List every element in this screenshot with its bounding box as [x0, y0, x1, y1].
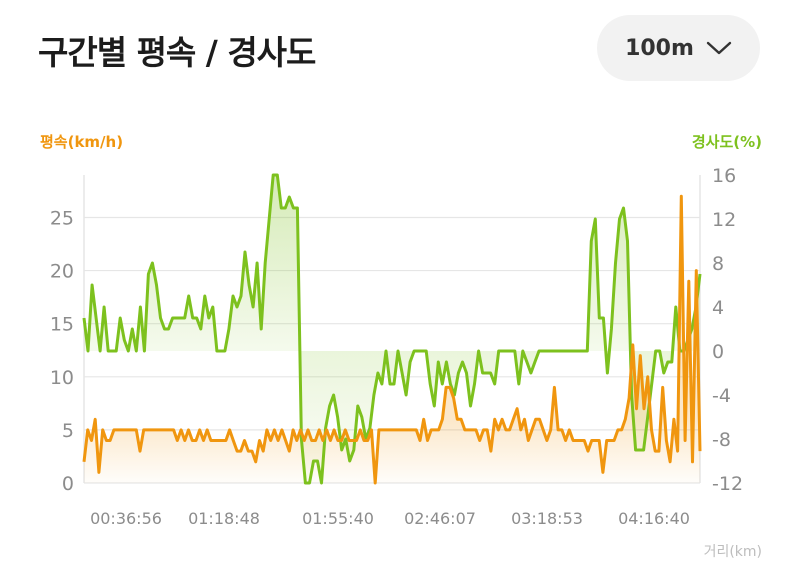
- y-right-tick-label: 8: [712, 253, 724, 275]
- y-left-tick-label: 0: [62, 473, 74, 495]
- y-right-tick-label: 16: [712, 165, 736, 187]
- x-tick-label: 02:46:07: [404, 509, 476, 528]
- y-right-tick-label: -8: [712, 429, 731, 451]
- chevron-down-icon: [706, 41, 732, 55]
- speed-area: [84, 196, 700, 483]
- speed-series-line: [82, 194, 702, 485]
- interval-value: 100m: [625, 35, 694, 61]
- x-tick-label: 04:16:40: [618, 509, 690, 528]
- y-right-tick-label: -12: [712, 473, 743, 495]
- y-left-tick-label: 10: [50, 367, 74, 389]
- y-right-tick-label: 0: [712, 341, 724, 363]
- x-tick-label: 01:55:40: [302, 509, 374, 528]
- y-left-tick-label: 20: [50, 261, 74, 283]
- x-tick-label: 01:18:48: [188, 509, 260, 528]
- x-tick-label: 00:36:56: [90, 509, 162, 528]
- x-axis-label: 거리(km): [703, 544, 762, 560]
- page-title: 구간별 평속 / 경사도: [38, 33, 316, 72]
- interval-dropdown[interactable]: 100m: [597, 15, 760, 81]
- y-left-tick-label: 15: [50, 314, 74, 336]
- grade-series-line: [82, 173, 702, 485]
- y-axis-left-label: 평속(km/h): [40, 133, 124, 151]
- y-right-tick-label: 4: [712, 297, 724, 319]
- y-left-tick-label: 25: [50, 207, 74, 229]
- x-tick-label: 03:18:53: [511, 509, 583, 528]
- y-axis-right-label: 경사도(%): [691, 133, 762, 151]
- y-right-tick-label: -4: [712, 385, 731, 407]
- y-right-tick-label: 12: [712, 209, 736, 231]
- y-left-tick-label: 5: [62, 420, 74, 442]
